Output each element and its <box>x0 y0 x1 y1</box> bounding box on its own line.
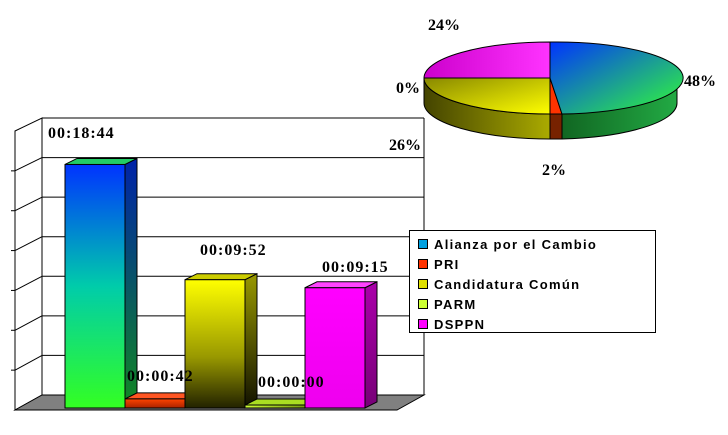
side-wall-ticks <box>11 157 43 371</box>
data-label-dsppn: 00:09:15 <box>322 259 389 276</box>
legend-swatch-dsppn <box>418 319 428 329</box>
side-gridline <box>14 315 43 331</box>
bar-dsppn <box>304 280 378 409</box>
legend-label-pri: PRI <box>434 256 460 272</box>
legend-item-candidatura: Candidatura Común <box>418 274 655 294</box>
bar-candidatura <box>184 272 258 409</box>
legend-swatch-alianza <box>418 239 428 249</box>
legend-swatch-pri <box>418 259 428 269</box>
bar-top-dsppn <box>304 281 378 289</box>
legend: Alianza por el Cambio PRI Candidatura Co… <box>409 230 656 333</box>
pie-label-alianza: 48% <box>684 73 716 90</box>
pie-label-pri: 2% <box>542 162 566 179</box>
legend-label-candidatura: Candidatura Común <box>434 276 581 292</box>
data-label-candidatura: 00:09:52 <box>200 242 267 259</box>
pie-chart: 48% 2% 26% 0% 24% <box>389 17 716 179</box>
legend-label-alianza: Alianza por el Cambio <box>434 236 598 252</box>
legend-swatch-candidatura <box>418 279 428 289</box>
side-gridline <box>14 196 43 212</box>
legend-item-parm: PARM <box>418 294 655 314</box>
bar-chart: 00:18:44 00:00:42 00:09:52 00:00:00 00:09:15 <box>11 117 426 411</box>
bar-side-candidatura <box>244 272 258 409</box>
legend-swatch-parm <box>418 299 428 309</box>
side-gridline <box>14 236 43 252</box>
data-label-alianza: 00:18:44 <box>48 125 115 142</box>
pie-slice-candidatura <box>423 77 551 115</box>
legend-item-pri: PRI <box>418 254 655 274</box>
bar-data-labels: 00:18:44 00:00:42 00:09:52 00:00:00 00:09:15 <box>48 125 389 391</box>
bar-side-dsppn <box>364 280 378 409</box>
bar-front-dsppn <box>304 287 366 409</box>
side-gridline <box>14 157 43 172</box>
pie-label-parm: 0% <box>396 80 420 97</box>
legend-item-alianza: Alianza por el Cambio <box>418 234 655 254</box>
bar-top-alianza <box>64 157 138 165</box>
pie-slice-dsppn <box>423 41 551 79</box>
bar-front-alianza <box>64 163 126 409</box>
side-gridline <box>14 354 43 371</box>
side-gridline <box>14 275 43 291</box>
legend-item-dsppn: DSPPN <box>418 314 655 334</box>
pie-slice-alianza <box>549 41 684 115</box>
bar-top-candidatura <box>184 273 258 281</box>
legend-label-dsppn: DSPPN <box>434 316 486 332</box>
side-wall <box>14 117 43 411</box>
pie-label-dsppn: 24% <box>428 17 460 34</box>
bar-front-parm <box>244 404 306 409</box>
bar-alianza <box>64 157 138 409</box>
bar-front-candidatura <box>184 279 246 409</box>
bars <box>64 157 378 409</box>
legend-label-parm: PARM <box>434 296 477 312</box>
pie-side-pri <box>549 113 563 140</box>
pie-label-candidatura: 26% <box>389 137 421 154</box>
data-label-parm: 00:00:00 <box>258 374 325 391</box>
data-label-pri: 00:00:42 <box>127 368 194 385</box>
bar-front-pri <box>124 398 186 409</box>
